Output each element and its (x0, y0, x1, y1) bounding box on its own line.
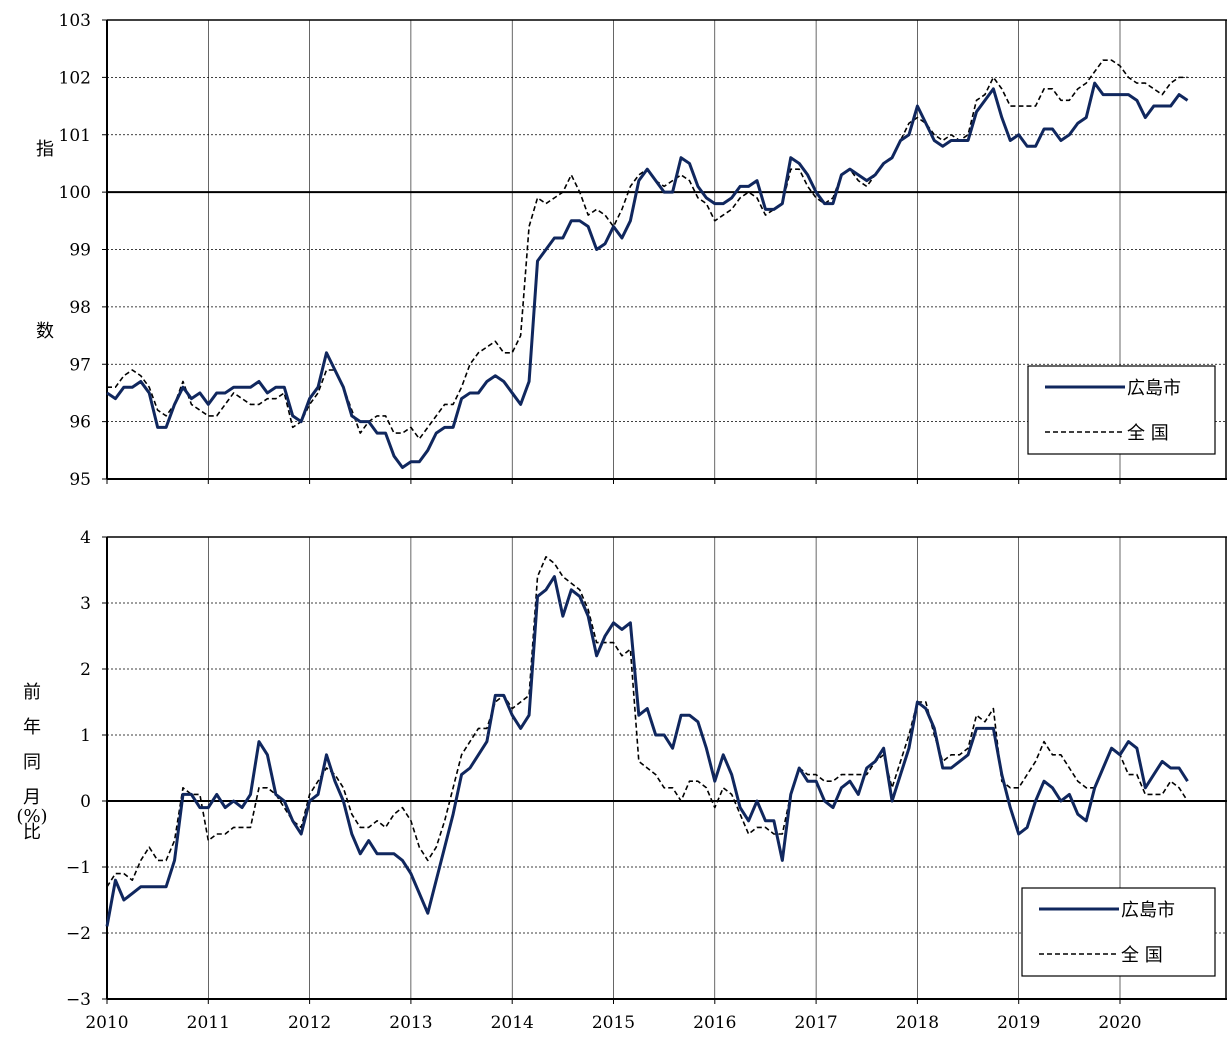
series-line-hiroshima (106, 81, 1189, 470)
x-tick-label: 2014 (491, 1013, 534, 1033)
x-tick-label: 2015 (592, 1013, 635, 1033)
y-tick-label: 95 (69, 470, 91, 490)
y-tick-label: −2 (66, 924, 91, 944)
x-tick-label: 2020 (1098, 1013, 1141, 1033)
y-tick-label: 102 (59, 68, 91, 88)
series-line-national (106, 555, 1189, 888)
y-axis-label-char: 同 (23, 752, 41, 773)
y-axis-unit-label: (%) (16, 806, 47, 827)
y-axis-label-char: 月 (23, 787, 41, 808)
x-tick-label: 2018 (896, 1013, 939, 1033)
x-tick-label: 2011 (187, 1013, 230, 1033)
y-tick-label: 96 (69, 413, 91, 433)
y-tick-label: −3 (66, 990, 91, 1010)
y-tick-label: 3 (80, 594, 91, 614)
legend-box (1027, 365, 1216, 455)
x-tick-label: 2013 (389, 1013, 432, 1033)
y-tick-label: 4 (80, 528, 91, 548)
y-tick-label: 99 (69, 241, 91, 261)
y-axis-label-char: 指 (36, 139, 54, 160)
y-tick-label: 0 (80, 792, 91, 812)
y-tick-label: 100 (59, 183, 91, 203)
y-tick-label: 103 (59, 11, 91, 31)
series-line-hiroshima (105, 575, 1189, 927)
y-tick-label: 1 (80, 726, 91, 746)
y-tick-label: 98 (69, 298, 91, 318)
y-axis-label-char: 数 (36, 321, 54, 342)
legend-label: 全 国 (1127, 423, 1169, 444)
legend-box (1021, 887, 1216, 977)
x-tick-label: 2017 (794, 1013, 837, 1033)
y-tick-label: −1 (66, 858, 91, 878)
x-tick-label: 2012 (288, 1013, 331, 1033)
y-tick-label: 2 (80, 660, 91, 680)
y-tick-label: 97 (69, 355, 91, 375)
x-tick-label: 2010 (85, 1013, 128, 1033)
legend-label: 広島市 (1121, 900, 1175, 921)
y-tick-label: 101 (59, 126, 91, 146)
x-tick-label: 2019 (997, 1013, 1040, 1033)
y-axis-label-char: 年 (23, 717, 41, 738)
x-tick-label: 2016 (693, 1013, 736, 1033)
legend-label: 広島市 (1127, 378, 1181, 399)
y-axis-label-char: 比 (23, 822, 41, 843)
legend-label: 全 国 (1121, 945, 1163, 966)
y-axis-label-char: 前 (23, 682, 41, 703)
